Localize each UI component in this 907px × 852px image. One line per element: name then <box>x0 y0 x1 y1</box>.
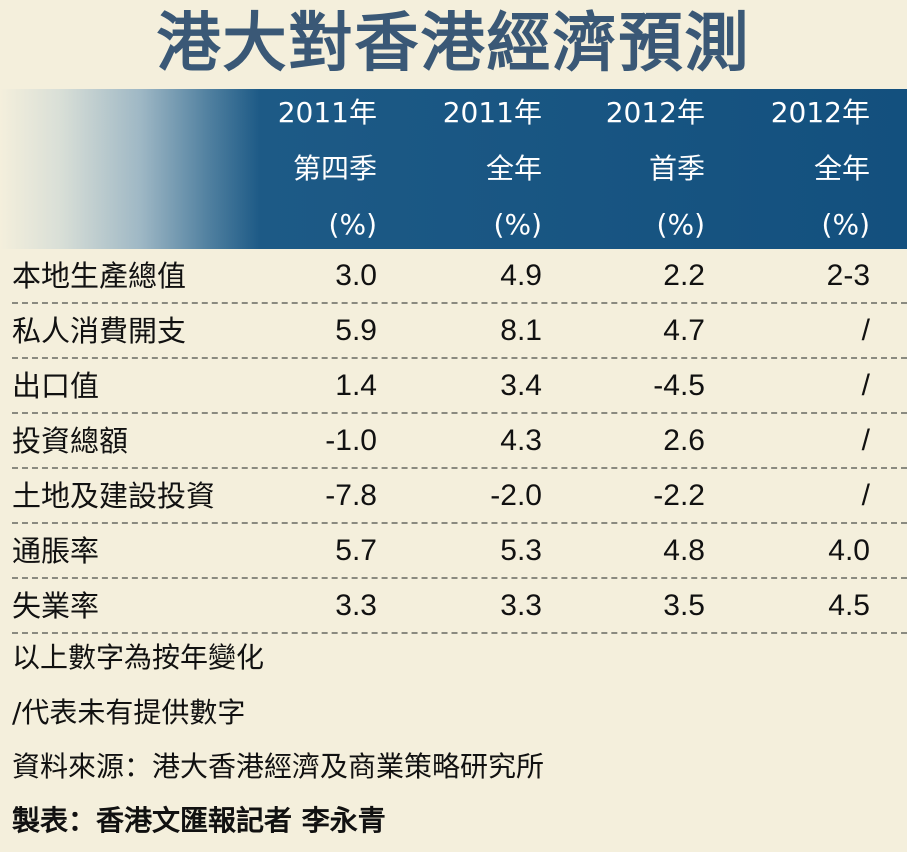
row-label: 土地及建設投資 <box>12 478 215 514</box>
note-yoy: 以上數字為按年變化 <box>12 640 264 676</box>
column-year: 2011年 <box>402 99 542 155</box>
table-cell: / <box>750 368 870 404</box>
row-label: 通脹率 <box>12 533 99 569</box>
table-cell: 3.0 <box>257 258 377 294</box>
source-note: 資料來源：港大香港經濟及商業策略研究所 <box>12 749 544 785</box>
row-label: 投資總額 <box>12 423 128 459</box>
table-cell: 5.7 <box>257 533 377 569</box>
table-cell: -4.5 <box>585 368 705 404</box>
table-row: 通脹率 5.7 5.3 4.8 4.0 <box>0 524 907 578</box>
column-header: 2011年 全年 (%) <box>402 99 542 267</box>
table-row: 土地及建設投資 -7.8 -2.0 -2.2 / <box>0 469 907 523</box>
table-cell: / <box>750 423 870 459</box>
column-header: 2011年 第四季 (%) <box>237 99 377 267</box>
table-cell: 4.9 <box>422 258 542 294</box>
column-header: 2012年 首季 (%) <box>565 99 705 267</box>
table-cell: 4.5 <box>750 588 870 624</box>
table-row: 失業率 3.3 3.3 3.5 4.5 <box>0 579 907 633</box>
table-cell: -7.8 <box>257 478 377 514</box>
table-cell: 2.2 <box>585 258 705 294</box>
column-year: 2011年 <box>237 99 377 155</box>
row-label: 本地生產總值 <box>12 258 186 294</box>
table-cell: 5.3 <box>422 533 542 569</box>
column-year: 2012年 <box>730 99 870 155</box>
column-period: 全年 <box>730 155 870 211</box>
page-title: 港大對香港經濟預測 <box>0 2 907 86</box>
table-row: 投資總額 -1.0 4.3 2.6 / <box>0 414 907 468</box>
table-cell: 8.1 <box>422 313 542 349</box>
row-divider <box>12 632 907 634</box>
table-row: 本地生產總值 3.0 4.9 2.2 2-3 <box>0 249 907 303</box>
table-cell: 4.7 <box>585 313 705 349</box>
table-row: 私人消費開支 5.9 8.1 4.7 / <box>0 304 907 358</box>
table-row: 出口值 1.4 3.4 -4.5 / <box>0 359 907 413</box>
table-cell: / <box>750 313 870 349</box>
table-cell: 2.6 <box>585 423 705 459</box>
table-cell: 3.4 <box>422 368 542 404</box>
table-cell: -2.2 <box>585 478 705 514</box>
table-cell: 4.8 <box>585 533 705 569</box>
column-period: 第四季 <box>237 155 377 211</box>
table-cell: 3.3 <box>422 588 542 624</box>
table-cell: 4.0 <box>750 533 870 569</box>
table-cell: -1.0 <box>257 423 377 459</box>
row-label: 失業率 <box>12 588 99 624</box>
table-cell: 2-3 <box>750 258 870 294</box>
table-cell: 3.5 <box>585 588 705 624</box>
table-cell: 4.3 <box>422 423 542 459</box>
column-year: 2012年 <box>565 99 705 155</box>
table-cell: / <box>750 478 870 514</box>
credit-note: 製表：香港文匯報記者 李永青 <box>12 803 386 839</box>
table-cell: 1.4 <box>257 368 377 404</box>
table-cell: 5.9 <box>257 313 377 349</box>
table-cell: 3.3 <box>257 588 377 624</box>
row-label: 私人消費開支 <box>12 313 186 349</box>
row-label: 出口值 <box>12 368 99 404</box>
column-header: 2012年 全年 (%) <box>730 99 870 267</box>
column-period: 首季 <box>565 155 705 211</box>
table-header: 2011年 第四季 (%) 2011年 全年 (%) 2012年 首季 (%) … <box>0 89 907 249</box>
note-not-provided: /代表未有提供數字 <box>12 695 245 731</box>
column-period: 全年 <box>402 155 542 211</box>
table-cell: -2.0 <box>422 478 542 514</box>
